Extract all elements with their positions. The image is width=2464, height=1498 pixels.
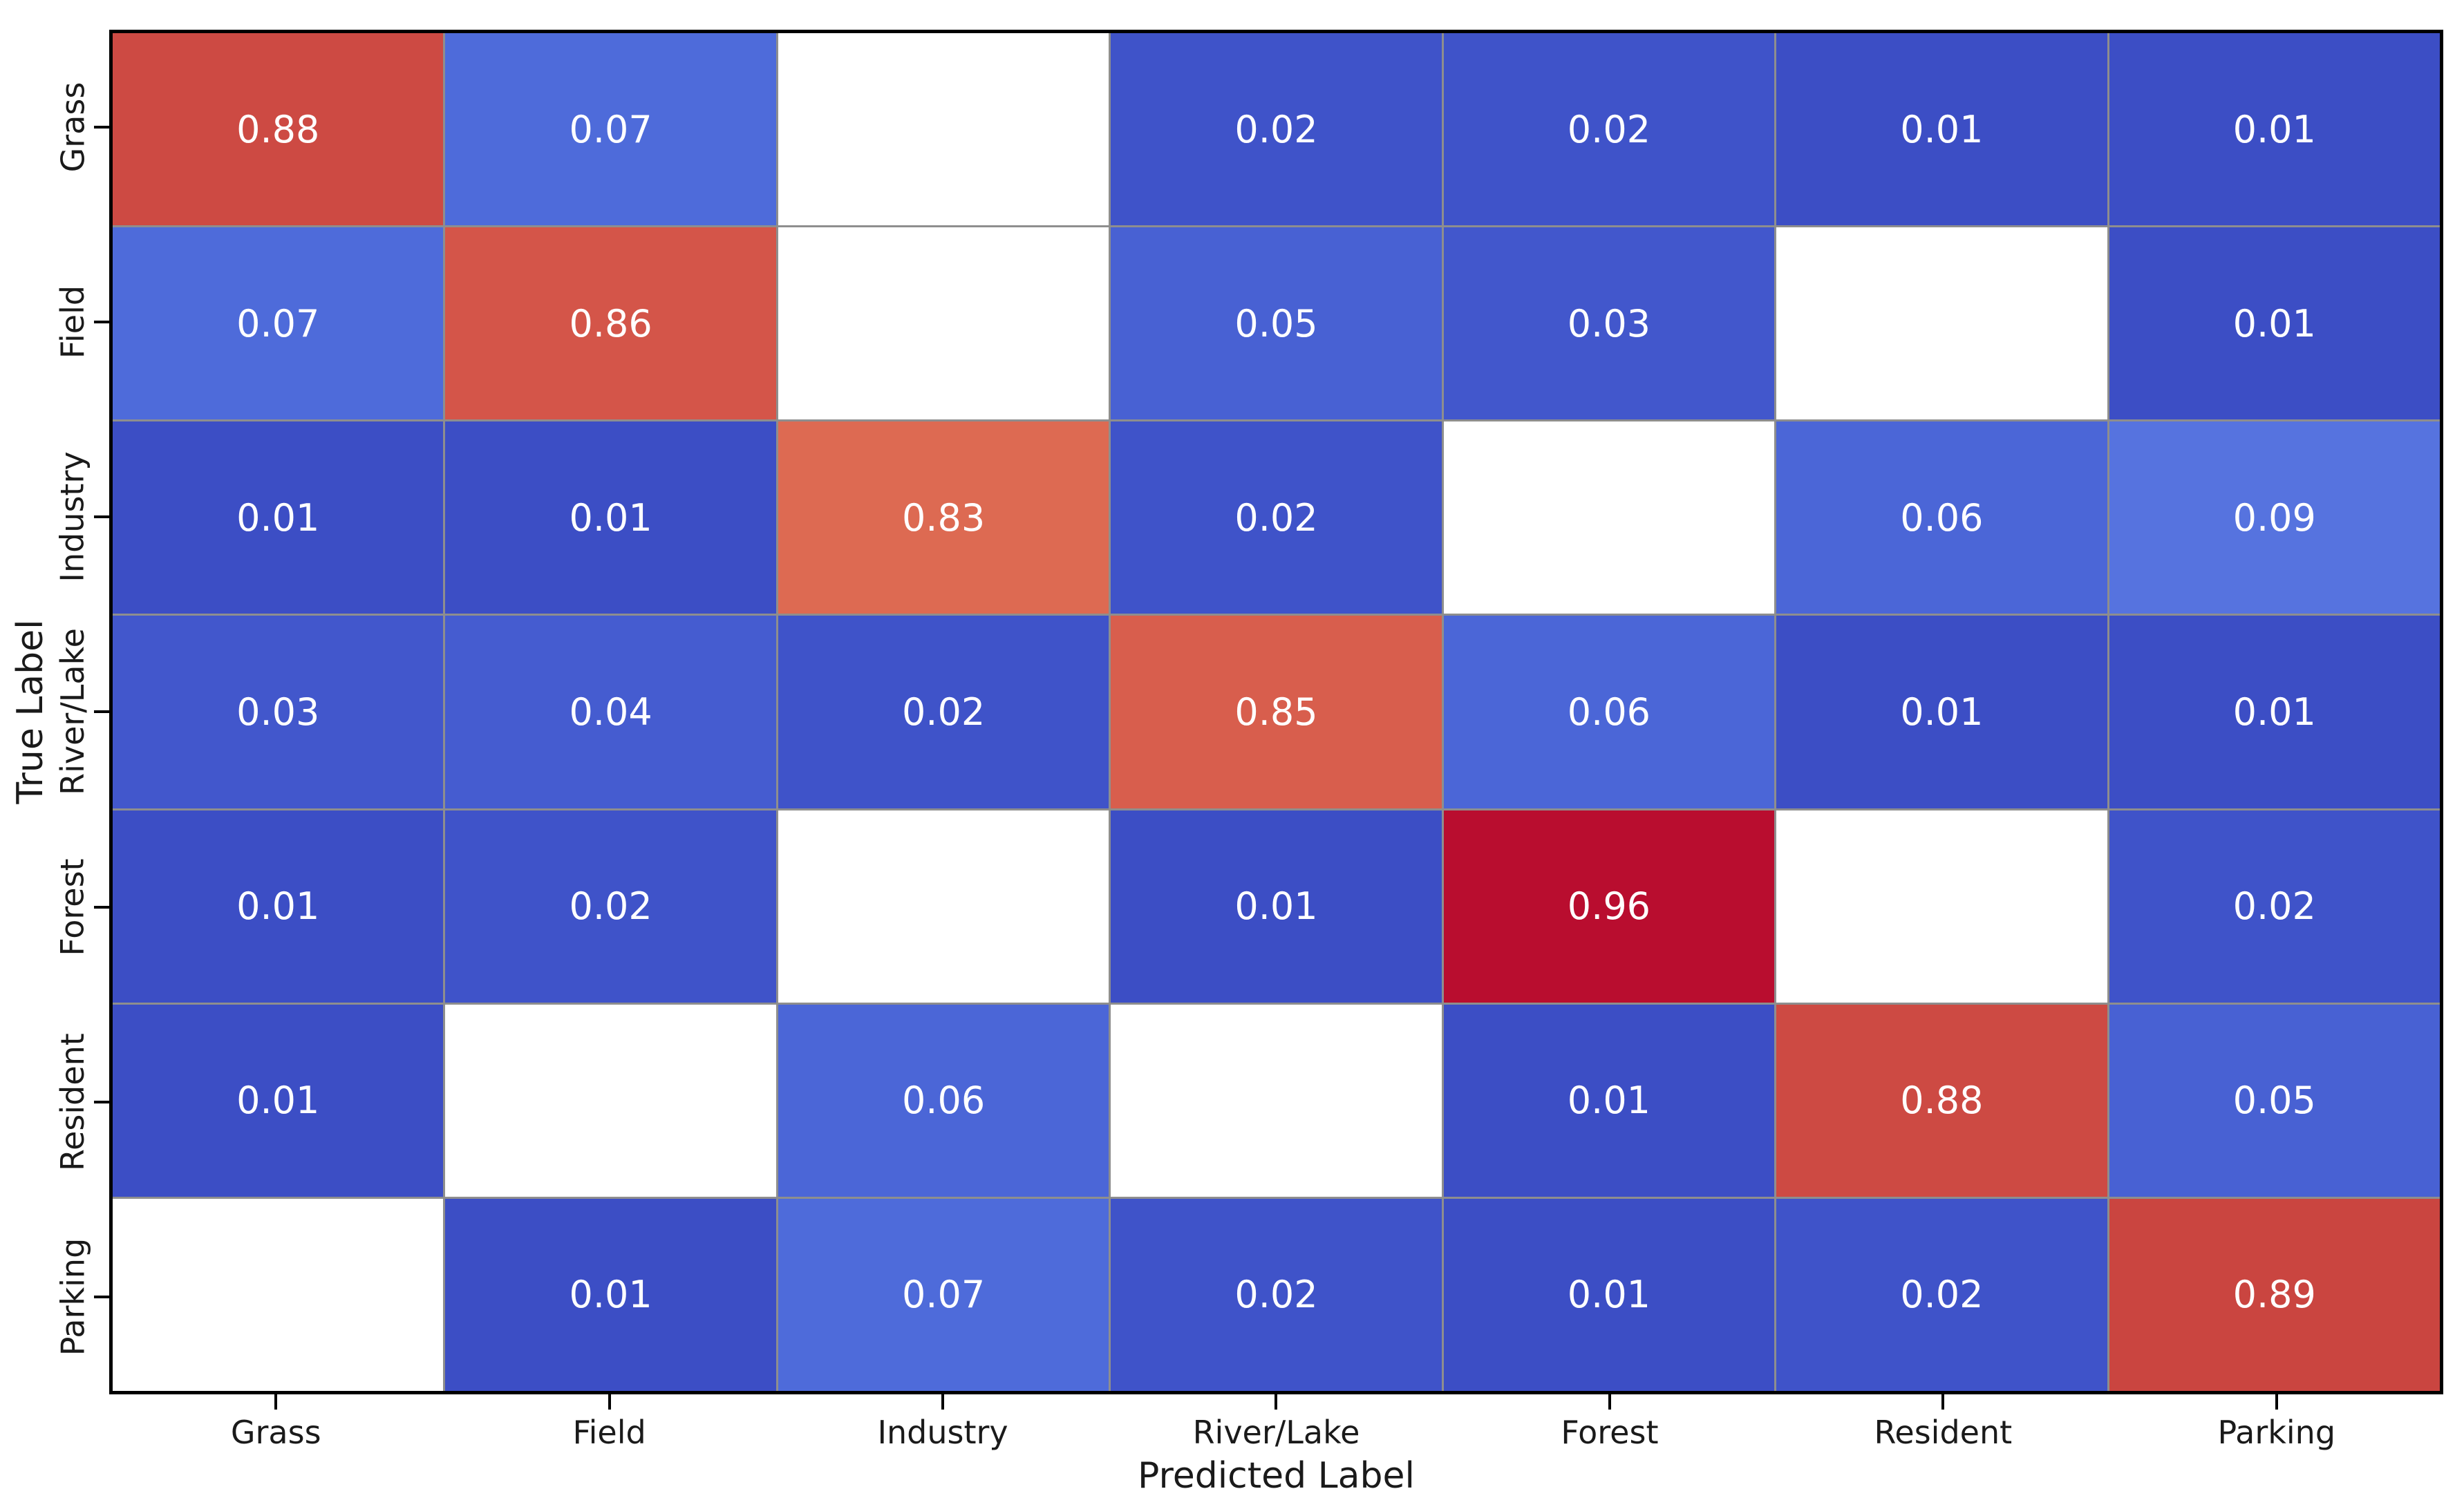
matrix-cell-parking-industry: 0.07 bbox=[778, 1198, 1109, 1391]
y-tick-label-resident: Resident bbox=[54, 1032, 92, 1171]
y-tick bbox=[94, 419, 109, 614]
matrix-cell-parking-grass bbox=[113, 1198, 444, 1391]
matrix-cell-resident-riverlake bbox=[1111, 1004, 1442, 1197]
matrix-cell-field-industry bbox=[778, 227, 1109, 420]
matrix-cell-resident-parking: 0.05 bbox=[2109, 1004, 2440, 1197]
y-tick-label-forest: Forest bbox=[54, 858, 92, 956]
matrix-cell-forest-parking: 0.02 bbox=[2109, 810, 2440, 1003]
matrix-cell-field-forest: 0.03 bbox=[1443, 227, 1775, 420]
matrix-cell-industry-riverlake: 0.02 bbox=[1111, 421, 1442, 614]
matrix-cell-grass-forest: 0.02 bbox=[1443, 33, 1775, 226]
matrix-cell-grass-industry bbox=[778, 33, 1109, 226]
x-tick-label-forest: Forest bbox=[1561, 1414, 1659, 1451]
matrix-cell-parking-field: 0.01 bbox=[445, 1198, 776, 1391]
matrix-cell-grass-resident: 0.01 bbox=[1776, 33, 2107, 226]
x-tick-label-parking: Parking bbox=[2217, 1414, 2336, 1451]
matrix-cell-industry-grass: 0.01 bbox=[113, 421, 444, 614]
matrix-cell-parking-forest: 0.01 bbox=[1443, 1198, 1775, 1391]
matrix-cell-forest-field: 0.02 bbox=[445, 810, 776, 1003]
matrix-cell-grass-parking: 0.01 bbox=[2109, 33, 2440, 226]
x-tick-label-field: Field bbox=[572, 1414, 646, 1451]
matrix-cell-riverlake-forest: 0.06 bbox=[1443, 616, 1775, 808]
y-tick-label-parking: Parking bbox=[54, 1238, 92, 1356]
y-tick bbox=[94, 614, 109, 809]
y-tick bbox=[94, 1200, 109, 1394]
matrix-cell-grass-riverlake: 0.02 bbox=[1111, 33, 1442, 226]
matrix-cell-industry-parking: 0.09 bbox=[2109, 421, 2440, 614]
matrix-cell-grass-grass: 0.88 bbox=[113, 33, 444, 226]
matrix-cell-forest-riverlake: 0.01 bbox=[1111, 810, 1442, 1003]
matrix-cell-resident-grass: 0.01 bbox=[113, 1004, 444, 1197]
matrix-cell-resident-forest: 0.01 bbox=[1443, 1004, 1775, 1197]
y-tick bbox=[94, 1005, 109, 1200]
matrix-cell-riverlake-field: 0.04 bbox=[445, 616, 776, 808]
matrix-cell-field-parking: 0.01 bbox=[2109, 227, 2440, 420]
y-axis-ticks bbox=[94, 30, 109, 1394]
matrix-cell-forest-industry bbox=[778, 810, 1109, 1003]
matrix-cell-parking-parking: 0.89 bbox=[2109, 1198, 2440, 1391]
matrix-cell-parking-riverlake: 0.02 bbox=[1111, 1198, 1442, 1391]
x-tick bbox=[1776, 1394, 2109, 1410]
y-tick-label-field: Field bbox=[54, 285, 91, 359]
matrix-cell-parking-resident: 0.02 bbox=[1776, 1198, 2107, 1391]
y-tick bbox=[94, 30, 109, 225]
matrix-cell-riverlake-riverlake: 0.85 bbox=[1111, 616, 1442, 808]
matrix-cell-resident-field bbox=[445, 1004, 776, 1197]
x-tick-label-resident: Resident bbox=[1874, 1414, 2013, 1451]
x-axis-title: Predicted Label bbox=[1138, 1455, 1415, 1497]
matrix-cell-industry-resident: 0.06 bbox=[1776, 421, 2107, 614]
matrix-cell-riverlake-industry: 0.02 bbox=[778, 616, 1109, 808]
x-tick bbox=[2110, 1394, 2443, 1410]
x-tick bbox=[776, 1394, 1109, 1410]
y-tick bbox=[94, 810, 109, 1005]
x-tick-label-grass: Grass bbox=[230, 1414, 321, 1451]
y-tick-label-industry: Industry bbox=[54, 451, 91, 582]
x-tick bbox=[1109, 1394, 1442, 1410]
matrix-cell-forest-grass: 0.01 bbox=[113, 810, 444, 1003]
x-axis-tick-labels: Grass Field Industry River/Lake Forest R… bbox=[109, 1414, 2443, 1451]
matrix-cell-forest-forest: 0.96 bbox=[1443, 810, 1775, 1003]
matrix-cell-riverlake-grass: 0.03 bbox=[113, 616, 444, 808]
matrix-cell-resident-resident: 0.88 bbox=[1776, 1004, 2107, 1197]
matrix-cell-field-riverlake: 0.05 bbox=[1111, 227, 1442, 420]
matrix-cell-industry-industry: 0.83 bbox=[778, 421, 1109, 614]
heatmap-plot-area: 0.88 0.07 0.02 0.02 0.01 0.01 0.07 0.86 … bbox=[109, 30, 2443, 1394]
matrix-cell-field-resident bbox=[1776, 227, 2107, 420]
x-tick-label-industry: Industry bbox=[877, 1414, 1008, 1451]
y-tick bbox=[94, 225, 109, 419]
matrix-cell-forest-resident bbox=[1776, 810, 2107, 1003]
x-tick-label-riverlake: River/Lake bbox=[1192, 1414, 1360, 1451]
y-axis-title: True Label bbox=[10, 619, 51, 804]
x-axis-ticks bbox=[109, 1394, 2443, 1410]
matrix-cell-field-grass: 0.07 bbox=[113, 227, 444, 420]
matrix-cell-resident-industry: 0.06 bbox=[778, 1004, 1109, 1197]
matrix-cell-riverlake-resident: 0.01 bbox=[1776, 616, 2107, 808]
matrix-cell-riverlake-parking: 0.01 bbox=[2109, 616, 2440, 808]
y-tick-label-grass: Grass bbox=[54, 82, 91, 173]
matrix-cell-industry-field: 0.01 bbox=[445, 421, 776, 614]
matrix-cell-grass-field: 0.07 bbox=[445, 33, 776, 226]
x-tick bbox=[109, 1394, 442, 1410]
matrix-cell-industry-forest bbox=[1443, 421, 1775, 614]
x-tick bbox=[1443, 1394, 1776, 1410]
matrix-cell-field-field: 0.86 bbox=[445, 227, 776, 420]
x-tick bbox=[442, 1394, 775, 1410]
